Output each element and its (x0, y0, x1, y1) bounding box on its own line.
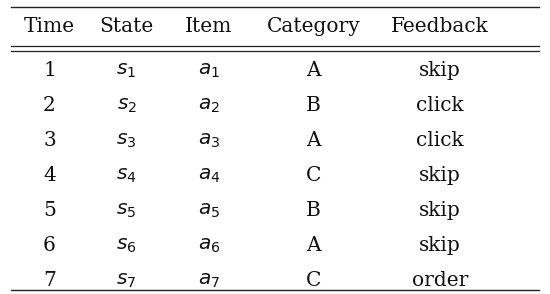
Text: C: C (306, 166, 321, 185)
Text: 1: 1 (43, 61, 56, 80)
Text: A: A (306, 61, 321, 80)
Text: 6: 6 (43, 236, 56, 255)
Text: $s_7$: $s_7$ (117, 271, 136, 290)
Text: $a_6$: $a_6$ (198, 236, 220, 255)
Text: $s_1$: $s_1$ (117, 61, 136, 80)
Text: 5: 5 (43, 201, 56, 220)
Text: 3: 3 (43, 131, 56, 150)
Text: $a_3$: $a_3$ (198, 131, 220, 150)
Text: A: A (306, 236, 321, 255)
Text: B: B (306, 201, 321, 220)
Text: 4: 4 (43, 166, 56, 185)
Text: $a_1$: $a_1$ (198, 61, 220, 80)
Text: C: C (306, 271, 321, 290)
Text: 7: 7 (43, 271, 56, 290)
Text: skip: skip (419, 236, 461, 255)
Text: $s_5$: $s_5$ (117, 201, 136, 220)
Text: Time: Time (24, 17, 75, 36)
Text: $a_2$: $a_2$ (198, 96, 220, 115)
Text: $s_2$: $s_2$ (117, 96, 136, 115)
Text: $s_6$: $s_6$ (116, 236, 137, 255)
Text: Item: Item (185, 17, 233, 36)
Text: State: State (100, 17, 153, 36)
Text: 2: 2 (43, 96, 56, 115)
Text: $a_7$: $a_7$ (198, 271, 220, 290)
Text: skip: skip (419, 61, 461, 80)
Text: skip: skip (419, 201, 461, 220)
Text: $a_5$: $a_5$ (198, 201, 220, 220)
Text: skip: skip (419, 166, 461, 185)
Text: Category: Category (267, 17, 360, 36)
Text: A: A (306, 131, 321, 150)
Text: $s_4$: $s_4$ (116, 166, 137, 185)
Text: click: click (416, 96, 464, 115)
Text: $s_3$: $s_3$ (117, 131, 136, 150)
Text: order: order (412, 271, 468, 290)
Text: click: click (416, 131, 464, 150)
Text: $a_4$: $a_4$ (198, 166, 220, 185)
Text: B: B (306, 96, 321, 115)
Text: Feedback: Feedback (391, 17, 489, 36)
